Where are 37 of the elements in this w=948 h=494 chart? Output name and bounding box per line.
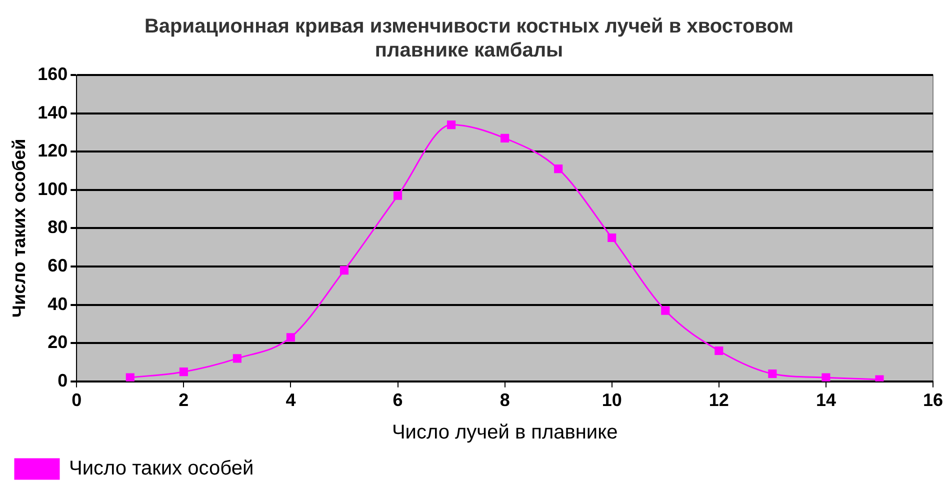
point: [608, 233, 616, 242]
point: [179, 368, 188, 376]
y-tick-label: 60: [48, 255, 68, 276]
x-axis-title: Число лучей в плавнике: [392, 422, 618, 444]
y-tick-label: 40: [48, 294, 68, 314]
point: [768, 369, 777, 378]
x-tick-label: 4: [286, 390, 296, 410]
y-tick-label: 80: [48, 217, 68, 238]
x-tick-label: 12: [708, 390, 729, 410]
y-axis-title: Число таких особей: [8, 138, 29, 318]
point: [393, 191, 402, 200]
point: [714, 346, 724, 356]
point: [875, 375, 884, 382]
x-tick-label: 8: [500, 390, 510, 410]
chart-title: Вариационная кривая изменчивости костных лучей в хвостовом плавнике камбалы: [144, 16, 794, 62]
y-tick-label: 140: [38, 102, 68, 122]
x-tick-label: 10: [602, 390, 622, 410]
point: [661, 306, 670, 315]
x-tick-label: 14: [816, 390, 836, 410]
point: [232, 354, 242, 363]
point: [286, 333, 296, 342]
y-tick-label: 160: [38, 64, 68, 84]
point: [340, 266, 349, 275]
x-tick-label: 16: [922, 390, 944, 410]
x-tick-label: 2: [178, 390, 189, 410]
x-tick-label: 6: [392, 390, 403, 410]
legend-label: Число таких особей: [69, 458, 254, 480]
point: [447, 120, 456, 130]
point: [126, 373, 134, 382]
y-tick-label: 100: [38, 178, 68, 199]
point: [500, 134, 510, 142]
point: [554, 164, 563, 174]
x-tick-label: 0: [72, 390, 82, 410]
y-tick-label: 20: [48, 332, 68, 352]
point: [822, 373, 830, 382]
y-tick-label: 120: [38, 140, 68, 161]
y-tick-label: 0: [58, 370, 68, 390]
